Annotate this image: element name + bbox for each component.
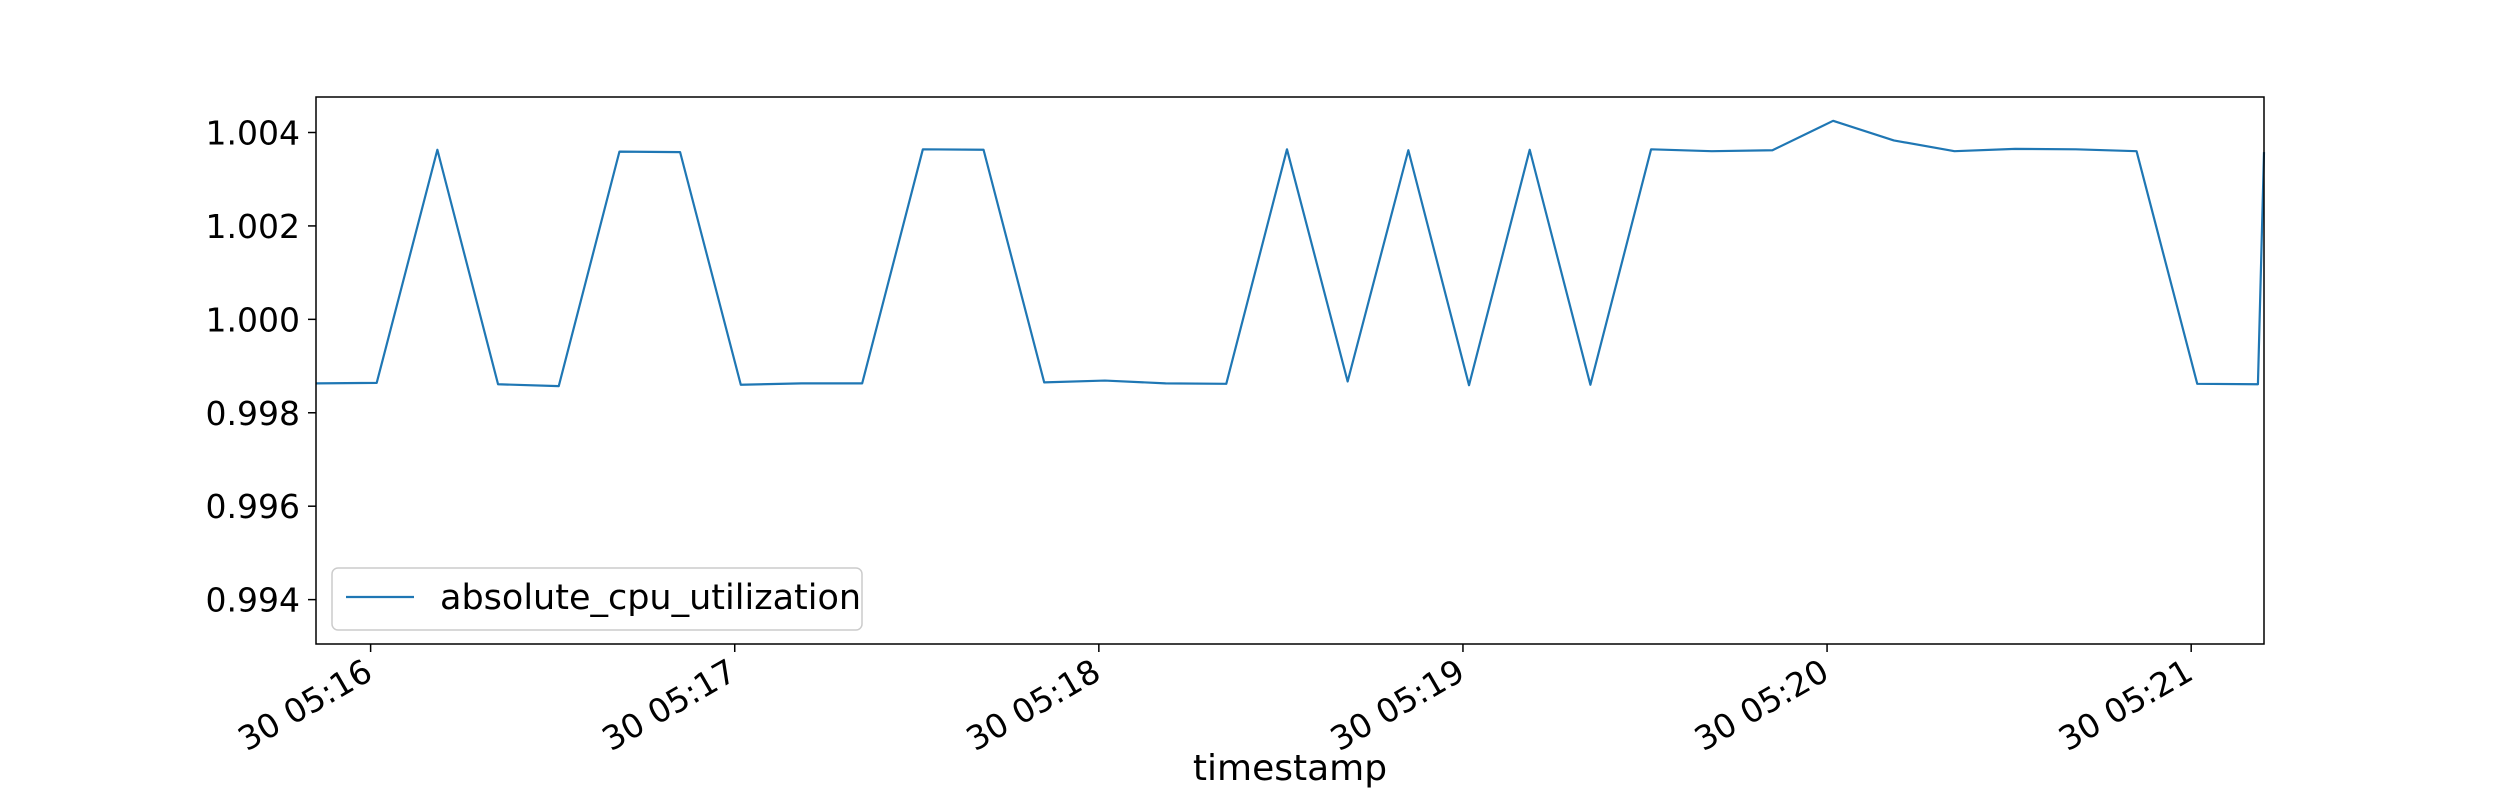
x-tick-label: 30 05:21 [2052, 651, 2199, 759]
plot-area-frame [315, 96, 2265, 645]
y-tick-label: 1.004 [206, 114, 300, 153]
legend-label: absolute_cpu_utilization [440, 578, 861, 618]
x-tick-label: 30 05:17 [595, 651, 742, 759]
y-tick-label: 1.002 [206, 207, 300, 246]
x-tick-label: 30 05:19 [1324, 651, 1471, 759]
x-tick-label: 30 05:20 [1688, 651, 1835, 759]
x-tick-label: 30 05:16 [231, 651, 378, 759]
y-tick-label: 0.998 [206, 394, 300, 433]
x-axis-title: timestamp [1193, 748, 1387, 789]
y-tick-label: 0.996 [206, 487, 300, 526]
series-line-0 [315, 119, 2266, 388]
y-tick-label: 1.000 [206, 300, 300, 339]
legend: absolute_cpu_utilization [331, 567, 863, 631]
legend-box [331, 567, 863, 631]
y-tick-label: 0.994 [206, 581, 300, 620]
x-tick-label: 30 05:18 [960, 651, 1107, 759]
